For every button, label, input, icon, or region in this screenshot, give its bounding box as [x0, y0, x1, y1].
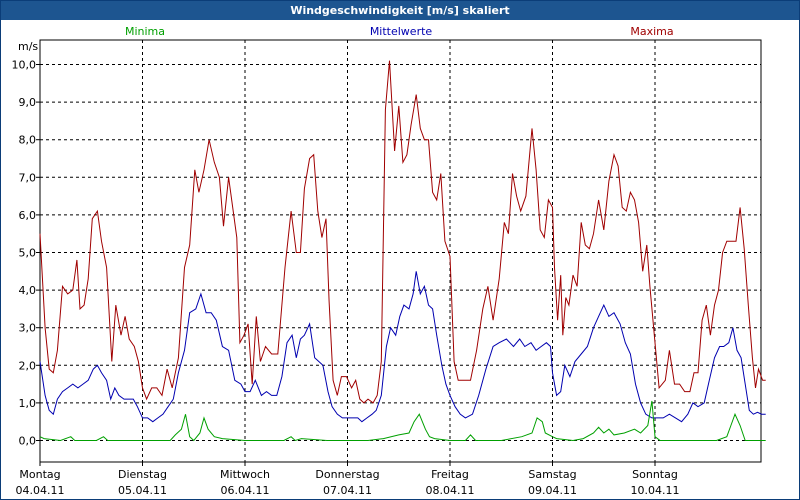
y-tick-label: 10,0 — [12, 59, 37, 72]
y-tick-label: 4,0 — [19, 284, 37, 297]
y-axis-unit: m/s — [18, 40, 38, 53]
x-tick-day: Sonntag — [632, 468, 678, 481]
series-line-minima — [39, 400, 766, 442]
y-tick-label: 2,0 — [19, 359, 37, 372]
y-tick-label: 8,0 — [19, 134, 37, 147]
series-line-maxima — [39, 60, 766, 404]
x-tick-day: Freitag — [431, 468, 469, 481]
y-tick-label: 1,0 — [19, 397, 37, 410]
x-tick-date: 09.04.11 — [528, 484, 577, 497]
x-axis: Montag 04.04.11 Dienstag 05.04.11 Mittwoch 06… — [16, 462, 680, 497]
y-tick-label: 5,0 — [19, 247, 37, 260]
x-tick-date: 07.04.11 — [323, 484, 372, 497]
series-line-mittelwerte — [39, 271, 766, 423]
legend-minima: Minima — [125, 25, 165, 38]
y-tick-label: 9,0 — [19, 96, 37, 109]
grid-lines — [40, 40, 761, 462]
y-axis: 0,0 1,0 2,0 3,0 4,0 5,0 6,0 7,0 8,0 9,0 10,0 — [12, 59, 40, 448]
y-tick-label: 7,0 — [19, 171, 37, 184]
legend-maxima: Maxima — [630, 25, 673, 38]
legend-mittelwerte: Mittelwerte — [370, 25, 433, 38]
x-tick-day: Dienstag — [118, 468, 167, 481]
y-tick-label: 3,0 — [19, 322, 37, 335]
x-tick-day: Donnerstag — [315, 468, 379, 481]
x-tick-day: Montag — [19, 468, 60, 481]
y-tick-label: 0,0 — [19, 435, 37, 448]
y-tick-label: 6,0 — [19, 209, 37, 222]
x-tick-day: Mittwoch — [220, 468, 270, 481]
series-lines — [39, 60, 766, 442]
x-tick-date: 04.04.11 — [16, 484, 65, 497]
x-tick-date: 08.04.11 — [426, 484, 475, 497]
x-tick-date: 06.04.11 — [221, 484, 270, 497]
x-tick-date: 10.04.11 — [631, 484, 680, 497]
plot-area — [39, 39, 762, 463]
x-tick-day: Samstag — [528, 468, 576, 481]
chart-title: Windgeschwindigkeit [m/s] skaliert — [1, 1, 799, 20]
x-tick-date: 05.04.11 — [118, 484, 167, 497]
